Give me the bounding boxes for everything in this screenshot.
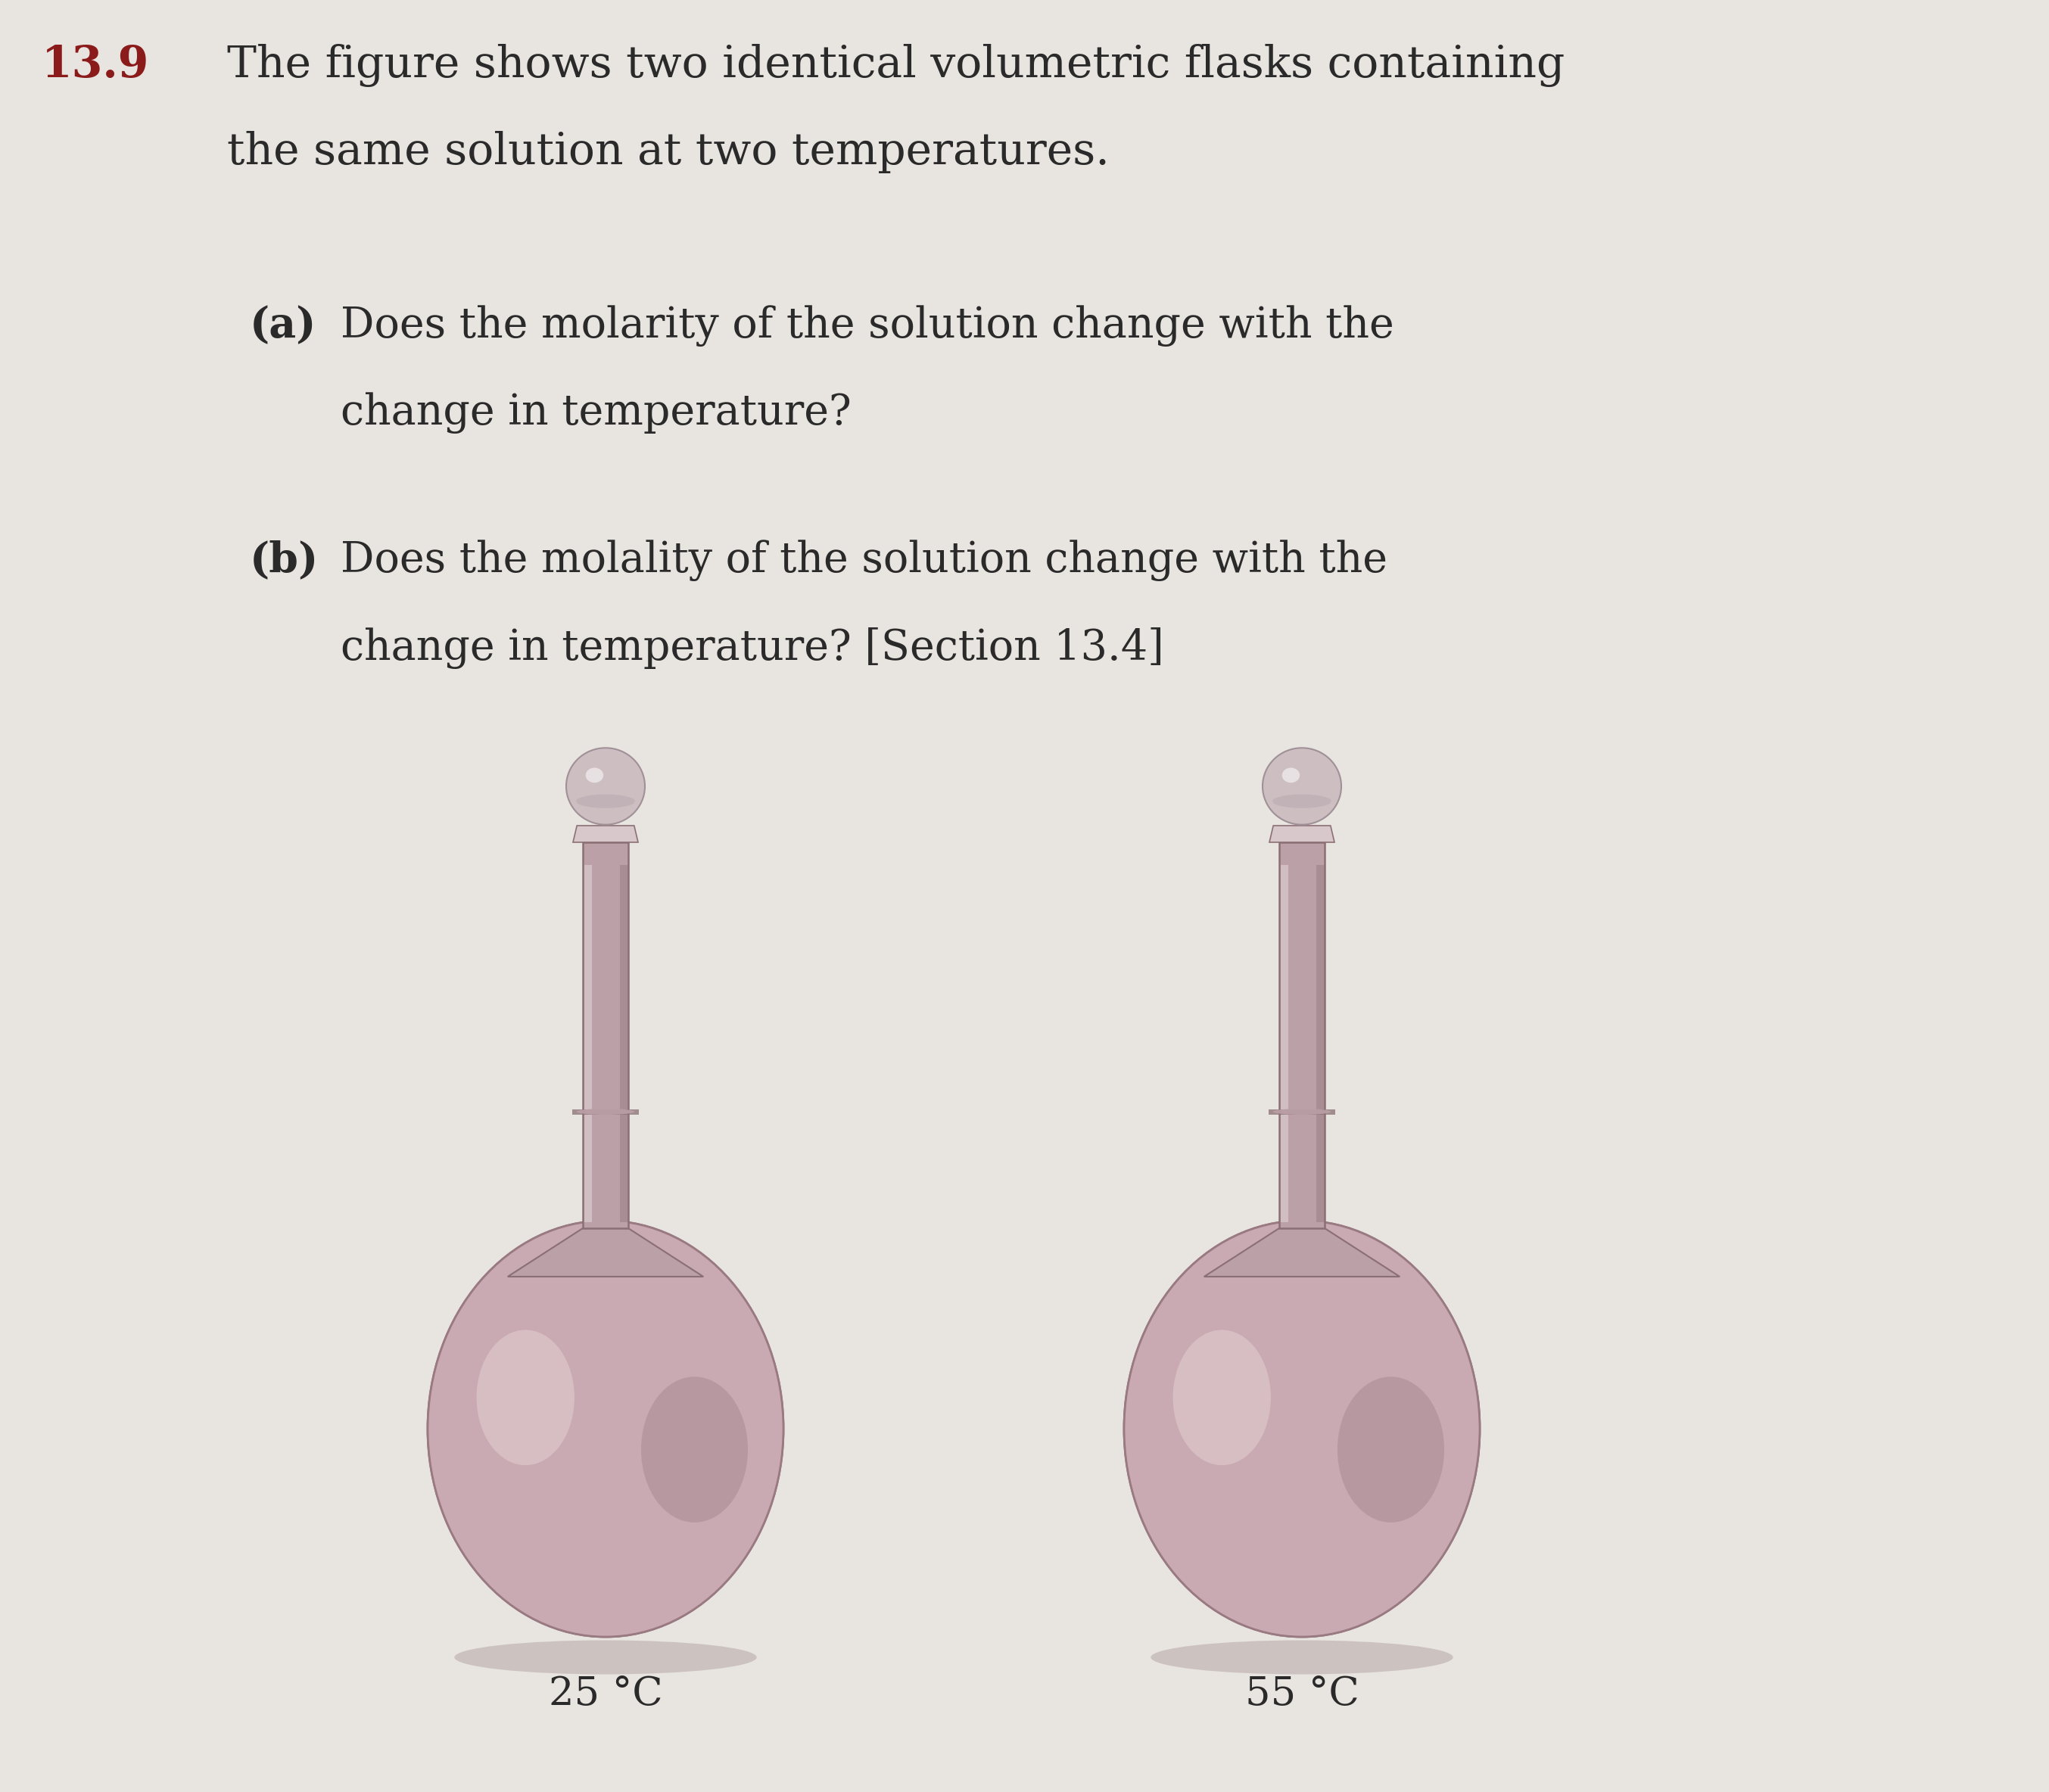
Text: 55 °C: 55 °C <box>1246 1676 1358 1713</box>
Polygon shape <box>1268 1109 1336 1115</box>
Text: (a): (a) <box>250 305 318 346</box>
Ellipse shape <box>428 1220 783 1636</box>
Ellipse shape <box>1172 1330 1270 1466</box>
Ellipse shape <box>1172 1330 1270 1466</box>
Ellipse shape <box>1272 794 1332 808</box>
Text: 13.9: 13.9 <box>41 43 150 86</box>
Ellipse shape <box>641 1376 748 1523</box>
Ellipse shape <box>455 1640 756 1674</box>
Polygon shape <box>1270 826 1334 842</box>
Ellipse shape <box>477 1330 574 1466</box>
Ellipse shape <box>1272 1109 1332 1115</box>
Polygon shape <box>1205 1228 1399 1276</box>
Text: Does the molarity of the solution change with the: Does the molarity of the solution change… <box>340 305 1393 346</box>
Ellipse shape <box>576 794 635 808</box>
Text: change in temperature? [Section 13.4]: change in temperature? [Section 13.4] <box>340 627 1164 668</box>
Ellipse shape <box>428 1220 783 1636</box>
Ellipse shape <box>1152 1640 1453 1674</box>
Ellipse shape <box>1262 747 1342 824</box>
Polygon shape <box>1315 866 1324 1222</box>
Polygon shape <box>1281 866 1289 1222</box>
Ellipse shape <box>641 1376 748 1523</box>
Polygon shape <box>574 826 637 842</box>
Text: 25 °C: 25 °C <box>549 1676 662 1713</box>
Text: Does the molality of the solution change with the: Does the molality of the solution change… <box>340 539 1387 581</box>
Ellipse shape <box>1338 1376 1445 1523</box>
Text: the same solution at two temperatures.: the same solution at two temperatures. <box>227 131 1111 174</box>
Polygon shape <box>621 866 629 1222</box>
Ellipse shape <box>1338 1376 1445 1523</box>
Text: change in temperature?: change in temperature? <box>340 392 850 434</box>
Polygon shape <box>1279 842 1324 1228</box>
Polygon shape <box>584 866 592 1222</box>
Polygon shape <box>508 1228 703 1276</box>
Ellipse shape <box>477 1330 574 1466</box>
Text: The figure shows two identical volumetric flasks containing: The figure shows two identical volumetri… <box>227 43 1565 88</box>
Ellipse shape <box>566 747 645 824</box>
Polygon shape <box>572 1109 639 1115</box>
Ellipse shape <box>1283 767 1299 783</box>
Text: (b): (b) <box>250 539 320 582</box>
Polygon shape <box>582 842 629 1228</box>
Ellipse shape <box>576 1109 635 1115</box>
Ellipse shape <box>1125 1220 1479 1636</box>
Ellipse shape <box>586 767 602 783</box>
Ellipse shape <box>1125 1220 1479 1636</box>
